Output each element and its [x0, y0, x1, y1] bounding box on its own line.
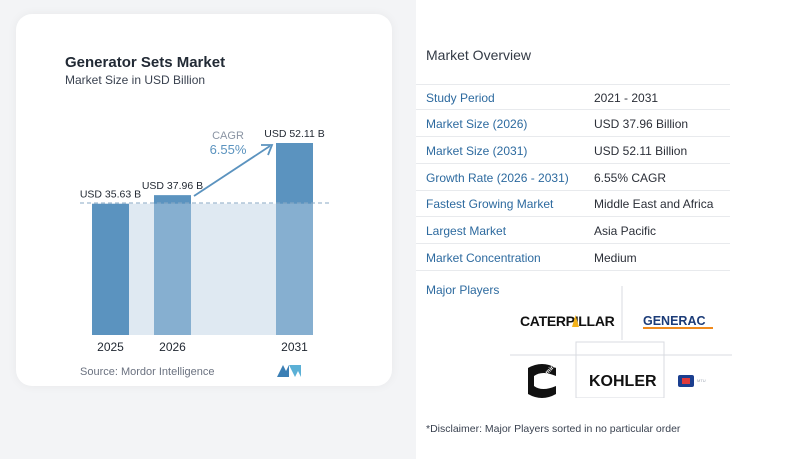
cummins-logo-icon: Cummins [524, 361, 560, 405]
overview-row: Study Period 2021 - 2031 [416, 84, 730, 110]
row-value: Asia Pacific [594, 224, 657, 238]
mordor-logo-icon [277, 364, 301, 383]
market-size-chart: CAGR 6.55% USD 35.63 B 2025 USD 37.96 B 202… [80, 128, 330, 354]
overview-row: Growth Rate (2026 - 2031) 6.55% CAGR [416, 165, 730, 191]
cagr-arrow-line [193, 145, 271, 197]
disclaimer-text: *Disclaimer: Major Players sorted in no … [426, 423, 681, 435]
bar-lower-2031 [276, 203, 313, 335]
players-grid [510, 286, 732, 398]
data-label-2031: USD 52.11 B [264, 128, 325, 140]
overview-row: Market Size (2031) USD 52.11 Billion [416, 138, 730, 164]
data-label-2026: USD 37.96 B [142, 180, 203, 192]
reference-band [129, 203, 276, 335]
cagr-value: 6.55% [210, 142, 247, 157]
row-value: USD 52.11 Billion [594, 144, 688, 158]
cagr-arrow-head [261, 144, 274, 156]
overview-title: Market Overview [426, 47, 532, 63]
row-value: Medium [594, 251, 637, 265]
mtu-logo-icon: MTU [678, 373, 722, 394]
row-label: Market Concentration [426, 251, 541, 265]
chart-title: Generator Sets Market [65, 54, 226, 71]
row-value: 2021 - 2031 [594, 91, 659, 105]
row-label: Study Period [426, 91, 495, 105]
kohler-wordmark: KOHLER [589, 373, 657, 390]
row-label: Growth Rate (2026 - 2031) [426, 171, 569, 185]
kohler-logo-icon: KOHLER [588, 370, 660, 395]
caterpillar-logo-icon: CATERPILLAR [520, 312, 616, 335]
row-value: USD 37.96 Billion [594, 117, 689, 131]
caterpillar-wordmark: CATERPILLAR [520, 313, 615, 329]
overview-row: Market Concentration Medium [416, 245, 730, 271]
row-label: Market Size (2031) [426, 144, 528, 158]
major-players-title: Major Players [426, 283, 500, 297]
row-value: 6.55% CAGR [594, 171, 667, 185]
data-label-2025: USD 35.63 B [80, 189, 141, 201]
tick-label-2025: 2025 [97, 340, 124, 354]
mtu-wordmark: MTU [697, 378, 706, 383]
cagr-arrow [193, 144, 274, 197]
overview-row: Fastest Growing Market Middle East and A… [416, 191, 730, 217]
row-label: Largest Market [426, 224, 507, 238]
overview-row: Market Size (2026) USD 37.96 Billion [416, 111, 730, 137]
generac-logo-icon: GENERAC [642, 312, 718, 337]
tick-label-2026: 2026 [159, 340, 186, 354]
row-value: Middle East and Africa [594, 197, 714, 211]
generac-wordmark: GENERAC [643, 314, 706, 328]
bar-lower-2026 [154, 203, 191, 335]
row-label: Market Size (2026) [426, 117, 528, 131]
tick-label-2031: 2031 [281, 340, 308, 354]
bar-2025 [92, 203, 129, 335]
chart-subtitle: Market Size in USD Billion [65, 73, 206, 87]
cagr-label: CAGR [212, 130, 244, 142]
row-label: Fastest Growing Market [426, 197, 554, 211]
overview-panel: Market Overview Study Period 2021 - 2031… [416, 0, 800, 459]
source-text: Source: Mordor Intelligence [80, 366, 215, 378]
overview-row: Largest Market Asia Pacific [416, 218, 730, 244]
